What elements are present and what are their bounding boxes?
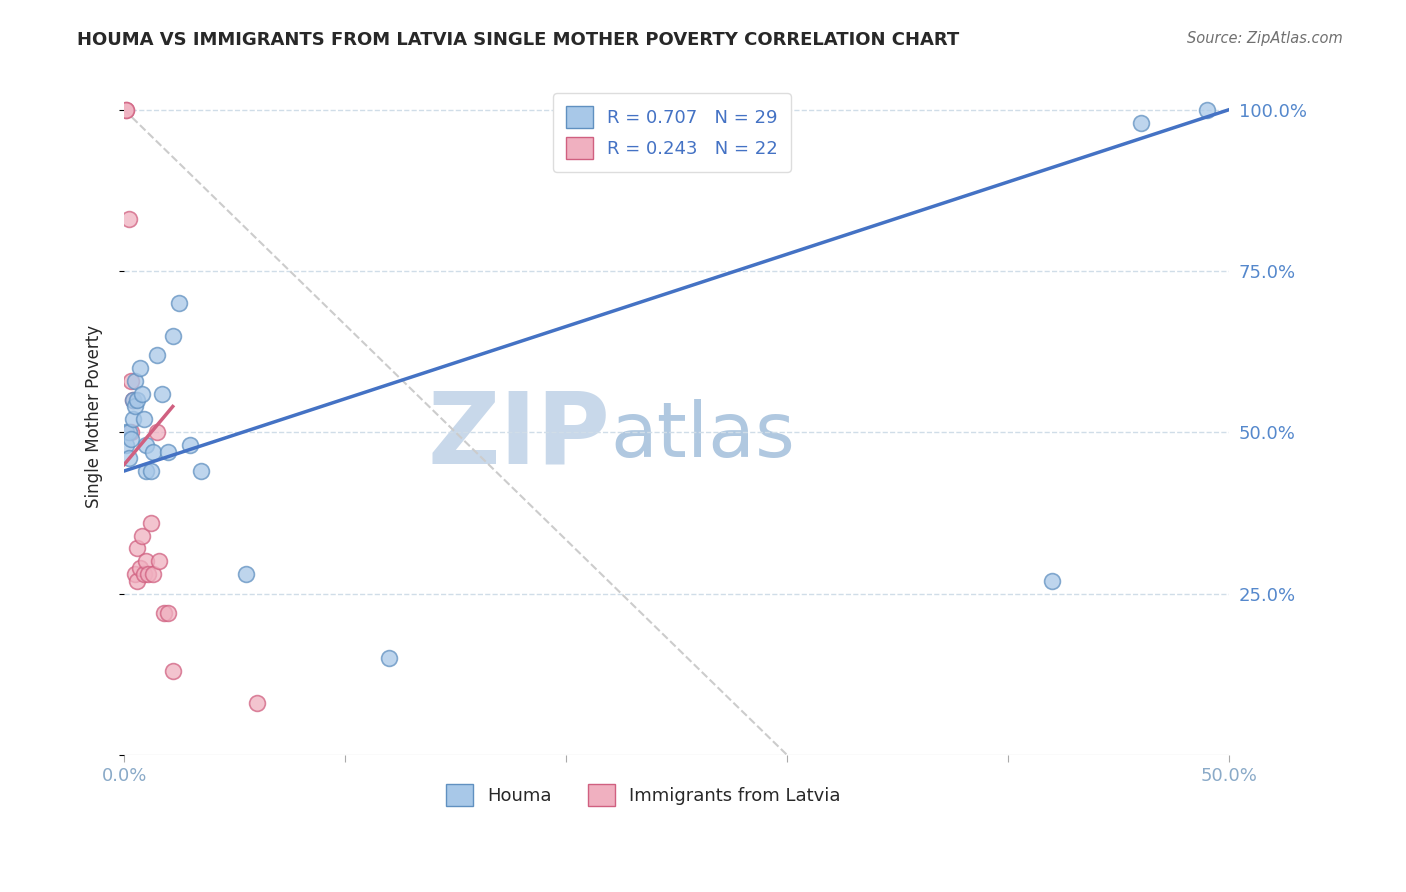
Text: HOUMA VS IMMIGRANTS FROM LATVIA SINGLE MOTHER POVERTY CORRELATION CHART: HOUMA VS IMMIGRANTS FROM LATVIA SINGLE M…	[77, 31, 959, 49]
Legend: Houma, Immigrants from Latvia: Houma, Immigrants from Latvia	[439, 777, 848, 814]
Point	[115, 103, 138, 117]
Point	[146, 348, 169, 362]
Point	[142, 567, 165, 582]
Y-axis label: Single Mother Poverty: Single Mother Poverty	[86, 325, 103, 508]
Point	[132, 567, 155, 582]
Point	[117, 425, 139, 440]
Point	[127, 541, 149, 556]
Point	[235, 567, 257, 582]
Point	[132, 412, 155, 426]
Point	[162, 328, 184, 343]
Point	[135, 464, 157, 478]
Point	[115, 103, 138, 117]
Point	[120, 432, 142, 446]
Point	[146, 425, 169, 440]
Point	[169, 296, 191, 310]
Point	[122, 392, 145, 407]
Point	[139, 464, 162, 478]
Point	[128, 561, 150, 575]
Point	[117, 212, 139, 227]
Text: ZIP: ZIP	[427, 388, 610, 485]
Point	[127, 574, 149, 588]
Point	[157, 444, 180, 458]
Point	[162, 664, 184, 678]
Point	[148, 554, 170, 568]
Point	[1195, 103, 1218, 117]
Point	[150, 386, 173, 401]
Point	[122, 412, 145, 426]
Point	[246, 696, 269, 710]
Point	[124, 400, 146, 414]
Point	[1040, 574, 1063, 588]
Point	[127, 392, 149, 407]
Point	[124, 567, 146, 582]
Point	[115, 425, 138, 440]
Point	[117, 451, 139, 466]
Point	[115, 438, 138, 452]
Point	[378, 651, 401, 665]
Point	[179, 438, 201, 452]
Point	[142, 444, 165, 458]
Point	[131, 386, 153, 401]
Point	[120, 374, 142, 388]
Point	[157, 606, 180, 620]
Point	[135, 554, 157, 568]
Point	[124, 374, 146, 388]
Point	[131, 528, 153, 542]
Point	[190, 464, 212, 478]
Point	[153, 606, 176, 620]
Text: Source: ZipAtlas.com: Source: ZipAtlas.com	[1187, 31, 1343, 46]
Point	[120, 425, 142, 440]
Point	[138, 567, 160, 582]
Point	[128, 360, 150, 375]
Point	[135, 438, 157, 452]
Point	[122, 392, 145, 407]
Point	[139, 516, 162, 530]
Point	[1129, 115, 1152, 129]
Text: atlas: atlas	[610, 400, 796, 474]
